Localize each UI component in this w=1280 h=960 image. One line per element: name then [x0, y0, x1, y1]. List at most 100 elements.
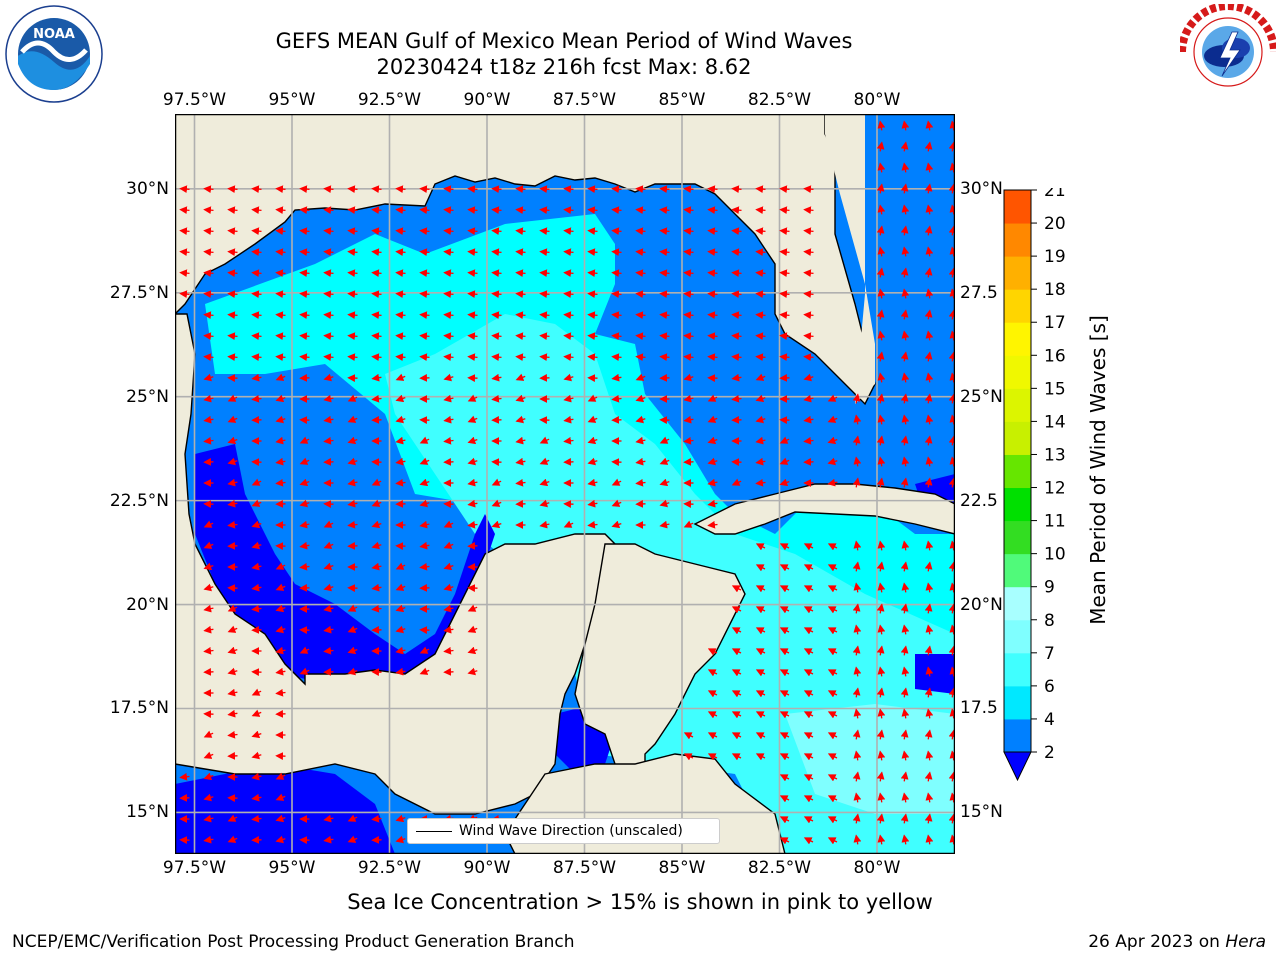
wind-wave-arrow — [683, 373, 694, 382]
wind-wave-arrow — [419, 499, 430, 508]
wind-wave-arrow — [827, 543, 838, 551]
wind-wave-arrow — [731, 373, 742, 382]
wind-wave-arrow — [852, 813, 861, 824]
wind-wave-arrow — [491, 520, 502, 529]
wind-wave-arrow — [275, 772, 286, 780]
wind-wave-arrow — [635, 269, 646, 278]
wind-wave-arrow — [299, 562, 310, 571]
wind-wave-arrow — [949, 582, 954, 593]
wind-wave-arrow — [827, 606, 838, 614]
wind-wave-arrow — [901, 288, 910, 299]
wind-wave-arrow — [443, 625, 454, 634]
wind-wave-arrow — [779, 227, 790, 236]
wind-wave-arrow — [683, 290, 694, 299]
wind-wave-arrow — [659, 520, 670, 529]
wind-wave-arrow — [491, 269, 502, 278]
wind-wave-arrow — [755, 606, 766, 614]
wind-wave-arrow — [803, 311, 814, 320]
wind-wave-arrow — [275, 562, 286, 570]
wind-wave-arrow — [203, 646, 214, 655]
wind-wave-arrow — [251, 814, 262, 823]
wind-wave-arrow — [876, 645, 885, 656]
wind-wave-arrow — [539, 478, 550, 487]
wind-wave-arrow — [611, 332, 622, 341]
wind-wave-arrow — [659, 478, 670, 487]
wind-wave-arrow — [900, 141, 909, 152]
wind-wave-arrow — [611, 248, 622, 257]
wind-wave-arrow — [949, 162, 954, 173]
wind-wave-arrow — [371, 814, 382, 823]
wind-wave-arrow — [419, 541, 430, 550]
wind-wave-arrow — [949, 330, 954, 341]
wind-wave-arrow — [683, 227, 694, 236]
colorbar-tick-label: 14 — [1044, 412, 1066, 432]
wind-wave-arrow — [611, 499, 622, 507]
wind-wave-arrow — [779, 478, 790, 487]
wind-wave-arrow — [347, 290, 358, 299]
lon-tick-label: 80°W — [853, 90, 901, 110]
lon-tick-label: 82.5°W — [747, 90, 812, 110]
wind-wave-arrow — [803, 415, 814, 424]
wind-wave-arrow — [227, 457, 238, 466]
wind-wave-arrow — [949, 288, 954, 299]
colorbar-tick-label: 17 — [1044, 313, 1066, 333]
wind-wave-arrow — [635, 478, 646, 487]
wind-wave-arrow — [275, 646, 286, 655]
colorbar-frame — [1003, 189, 1032, 753]
wind-wave-arrow — [419, 269, 430, 278]
wind-wave-arrow — [949, 540, 954, 551]
wind-wave-arrow — [876, 225, 885, 236]
wind-wave-arrow — [924, 351, 933, 362]
wind-wave-arrow — [395, 269, 406, 278]
wind-wave-arrow — [659, 185, 670, 194]
wind-wave-arrow — [539, 499, 550, 508]
wind-wave-arrow — [515, 373, 526, 381]
wind-wave-arrow — [900, 435, 909, 446]
wind-wave-arrow — [347, 436, 358, 445]
wind-wave-arrow — [251, 793, 262, 802]
wind-wave-arrow — [491, 353, 502, 362]
wind-wave-arrow — [515, 436, 526, 445]
wind-wave-arrow — [707, 648, 718, 656]
wind-wave-arrow — [275, 206, 286, 215]
wind-wave-arrow — [539, 520, 550, 529]
wind-wave-arrow — [925, 582, 934, 593]
wind-wave-arrow — [515, 311, 526, 320]
lon-tick-label: 80°W — [853, 858, 901, 878]
wind-wave-arrow — [755, 585, 766, 593]
wind-wave-arrow — [299, 520, 310, 529]
wind-wave-arrow — [563, 248, 574, 257]
wind-wave-arrow — [467, 520, 478, 529]
wind-wave-arrow — [901, 246, 910, 257]
wind-wave-arrow — [203, 227, 214, 236]
wind-wave-arrow — [443, 436, 454, 445]
lon-tick-label: 92.5°W — [357, 90, 422, 110]
wind-wave-arrow — [707, 332, 718, 341]
wind-wave-arrow — [251, 269, 262, 278]
wind-wave-arrow — [779, 311, 790, 320]
colorbar-segment — [1004, 355, 1031, 389]
wind-wave-arrow — [251, 772, 262, 781]
wind-wave-arrow — [707, 690, 718, 698]
wind-wave-arrow — [443, 415, 454, 424]
wind-wave-arrow — [731, 585, 742, 593]
wind-wave-arrow — [901, 750, 910, 761]
wind-wave-arrow — [275, 457, 286, 466]
wind-wave-arrow — [755, 206, 766, 215]
wind-wave-arrow — [683, 394, 694, 403]
wind-wave-arrow — [227, 311, 238, 320]
wind-wave-arrow — [587, 185, 598, 194]
wind-wave-arrow — [587, 248, 598, 257]
wind-wave-arrow — [827, 669, 838, 677]
wind-wave-arrow — [539, 248, 550, 257]
wind-wave-arrow — [347, 185, 358, 194]
wind-wave-arrow — [779, 816, 790, 824]
wind-wave-arrow — [443, 269, 454, 278]
wind-wave-arrow — [275, 793, 286, 801]
wind-wave-arrow — [347, 520, 358, 529]
wind-wave-arrow — [563, 311, 574, 320]
wind-wave-arrow — [227, 604, 238, 612]
wind-wave-arrow — [659, 269, 670, 278]
wind-wave-arrow — [347, 604, 358, 612]
